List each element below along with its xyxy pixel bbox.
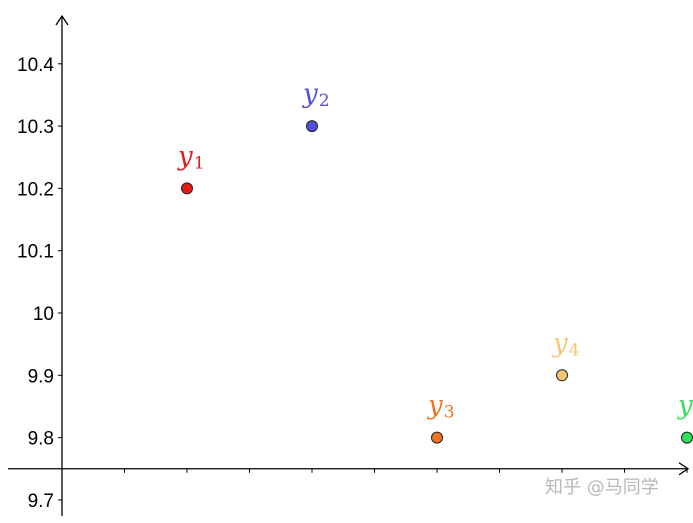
y-tick-label: 10.4 xyxy=(17,55,54,76)
data-points: y1 y2 y3 y4 y5 xyxy=(177,79,693,444)
point-label: y1 xyxy=(177,141,205,173)
axes xyxy=(8,14,690,516)
point-label: y3 xyxy=(427,391,455,423)
point-label: y4 xyxy=(552,328,580,360)
data-point xyxy=(431,431,443,444)
y-axis-arrow xyxy=(55,14,69,26)
y-axis-ticks: 9.7 9.8 9.9 10 10.1 10.2 10.3 10.4 xyxy=(17,55,62,512)
x-axis-ticks xyxy=(124,468,688,473)
x-axis-arrow xyxy=(678,462,690,476)
watermark-text: 知乎 @马同学 xyxy=(545,477,659,498)
y-tick-label: 10.1 xyxy=(17,242,54,263)
point-label: y5 xyxy=(677,391,693,423)
y-tick-label: 10 xyxy=(33,304,54,325)
data-point xyxy=(181,182,193,195)
y-tick-label: 10.3 xyxy=(17,117,54,138)
y-tick-label: 9.9 xyxy=(28,366,54,387)
point-label: y2 xyxy=(302,79,330,111)
y-tick-label: 10.2 xyxy=(17,179,54,200)
data-point xyxy=(306,120,318,133)
y-tick-label: 9.8 xyxy=(28,429,54,450)
y-tick-label: 9.7 xyxy=(28,491,54,512)
data-point xyxy=(681,431,693,444)
data-point xyxy=(556,369,568,382)
